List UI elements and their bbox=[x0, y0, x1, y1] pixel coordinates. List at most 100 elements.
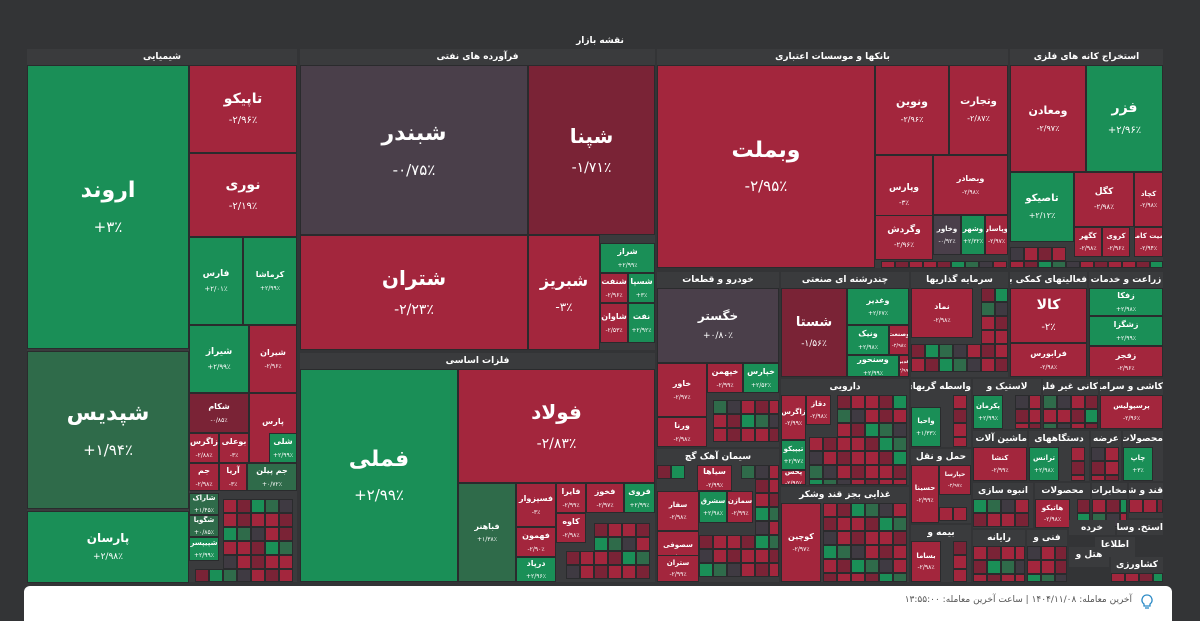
stock-tile[interactable]: تاپیکو -۲/۹۶٪ bbox=[189, 65, 297, 153]
sector-block[interactable]: فعالیتهای کمکی به کالا -۲٪ فرابورس -۲/۹۸٪ bbox=[1010, 272, 1087, 377]
stock-tile[interactable]: وشهر +۲/۳۲٪ bbox=[961, 215, 985, 255]
stock-tile[interactable]: زاگرس -۲/۹۹٪ bbox=[781, 395, 806, 440]
stock-tile[interactable]: ترانس +۲/۹۸٪ bbox=[1029, 447, 1059, 481]
sector-block[interactable]: لاستیک و پکرمان +۲/۹۹٪ bbox=[973, 379, 1041, 429]
sector-block[interactable]: بیمه و بساما -۲/۹۸٪ bbox=[911, 525, 971, 582]
sector-block[interactable]: کاشی و سرامیک پرسپولیس -۲/۹۶٪ bbox=[1100, 379, 1163, 429]
stock-tile[interactable]: واحیا +۱/۳۳٪ bbox=[911, 407, 941, 447]
stock-tile[interactable]: پخش -۲/۹۵٪ bbox=[781, 470, 806, 485]
stock-tile[interactable]: شپدیس +۱/۹۴٪ bbox=[27, 351, 189, 509]
sector-block[interactable]: چندرشته ای صنعتی شستا -۱/۵۶٪ وغدیر +۲/۶۷٪ ونی… bbox=[781, 272, 909, 377]
stock-tile[interactable]: خپارس +۲/۵۲٪ bbox=[743, 363, 779, 393]
stock-tile[interactable]: فسپزوار -۳٪ bbox=[516, 483, 556, 527]
sector-block[interactable]: استخراج کانه های فلزی ومعادن -۲/۹۷٪ فزر +۲/۹… bbox=[1010, 49, 1163, 268]
stock-tile[interactable]: کالا -۲٪ bbox=[1010, 288, 1087, 343]
sector-block[interactable]: ماشین آلات و کنشا -۲/۹۹٪ bbox=[973, 431, 1027, 481]
stock-tile[interactable]: سمازن -۲/۹۹٪ bbox=[727, 491, 753, 523]
sector-block[interactable]: دارویی زاگرس -۲/۹۹٪ دقاز -۲/۹۸٪ تیپیکو +۲/۹۷٪ پ… bbox=[781, 379, 909, 485]
sector-block[interactable]: سرمایه گذاریها نماد -۲/۹۸٪ bbox=[911, 272, 1008, 377]
stock-tile[interactable]: شبندر -۰/۷۵٪ bbox=[300, 65, 528, 235]
stock-tile[interactable]: نماد -۲/۹۸٪ bbox=[911, 288, 973, 338]
stock-tile[interactable]: فروی +۲/۹۹٪ bbox=[624, 483, 655, 513]
stock-tile[interactable]: فارس +۲/۰۱٪ bbox=[189, 237, 243, 325]
stock-tile[interactable]: پرسپولیس -۲/۹۶٪ bbox=[1100, 395, 1163, 429]
sector-block[interactable]: قند و شکر bbox=[1129, 483, 1163, 518]
stock-tile[interactable]: ورنا -۲/۹۸٪ bbox=[657, 417, 707, 447]
stock-tile[interactable]: وتجارت -۲/۸۷٪ bbox=[949, 65, 1008, 155]
stock-tile[interactable]: جم پیلن +۰/۷۲٪ bbox=[247, 463, 297, 491]
stock-tile[interactable]: شیران -۲/۹۶٪ bbox=[249, 325, 297, 393]
sector-block[interactable]: رایانه bbox=[973, 530, 1025, 582]
stock-tile[interactable]: کگهر -۲/۹۸٪ bbox=[1074, 227, 1102, 257]
sector-block[interactable]: محصولات هاتیکو -۲/۹۸٪ bbox=[1035, 483, 1090, 528]
stock-tile[interactable]: وصنعت -۲/۹۸٪ bbox=[889, 325, 909, 355]
sector-block[interactable]: کشاورزی bbox=[1111, 557, 1163, 582]
stock-tile[interactable]: نوری -۲/۱۹٪ bbox=[189, 153, 297, 237]
sector-block[interactable]: هتل و bbox=[1069, 547, 1109, 567]
sector-block[interactable]: فنی و bbox=[1027, 530, 1067, 582]
stock-tile[interactable]: وگردش -۲/۹۶٪ bbox=[875, 215, 933, 260]
stock-tile[interactable]: خپهمن -۲/۹۹٪ bbox=[707, 363, 743, 393]
stock-tile[interactable]: زفکا +۲/۹۸٪ bbox=[1089, 288, 1163, 316]
stock-tile[interactable]: وپاسار -۲/۹۷٪ bbox=[985, 215, 1008, 255]
stock-tile[interactable]: فایرا -۲/۹۹٪ bbox=[556, 483, 586, 513]
sector-block[interactable]: انبوه سازی bbox=[973, 483, 1033, 528]
stock-tile[interactable]: بساما -۲/۹۸٪ bbox=[911, 541, 941, 582]
sector-block[interactable]: سیمان آهک گچ سیاها -۲/۹۹٪ سفار -۲/۹۸٪ سشرق +۲/… bbox=[657, 449, 779, 582]
stock-tile[interactable]: فهمون -۲/۹۰٪ bbox=[516, 527, 556, 557]
stock-tile[interactable]: نفت +۲/۹۲٪ bbox=[628, 303, 655, 343]
sector-block[interactable]: خودرو و قطعات خگستر +۰/۸۰٪ خاور -۲/۹۷٪ خپهمن -… bbox=[657, 272, 779, 447]
stock-tile[interactable]: فزر +۲/۹۶٪ bbox=[1086, 65, 1163, 172]
stock-tile[interactable]: کچاد -۲/۹۸٪ bbox=[1134, 172, 1163, 227]
stock-tile[interactable]: شسپا +۳٪ bbox=[628, 273, 655, 303]
sector-block[interactable]: حمل و نقل حسینا -۲/۹۹٪ حپارسا -۲/۹۷٪ bbox=[911, 449, 971, 523]
stock-tile[interactable]: فباهنر +۱/۳۸٪ bbox=[458, 483, 516, 582]
stock-tile[interactable]: فملی +۲/۹۹٪ bbox=[300, 369, 458, 582]
stock-tile[interactable]: فخوز -۲/۹۷٪ bbox=[586, 483, 624, 513]
stock-tile[interactable]: شراز +۲/۹۹٪ bbox=[600, 243, 655, 273]
stock-tile[interactable]: فولاد -۲/۸۳٪ bbox=[458, 369, 655, 483]
stock-tile[interactable]: وغدیر +۲/۶۷٪ bbox=[847, 288, 909, 325]
stock-tile[interactable]: وخاور -۰/۹۲٪ bbox=[933, 215, 961, 255]
stock-tile[interactable]: شکام -۰/۸۵٪ bbox=[189, 393, 249, 433]
sector-block[interactable]: کانی غیر فلزی bbox=[1043, 379, 1098, 429]
stock-tile[interactable]: تیپیکو +۲/۹۷٪ bbox=[781, 440, 806, 470]
sector-block[interactable]: فلزات اساسی فملی +۲/۹۹٪ فولاد -۲/۸۳٪ فباهنر +۱… bbox=[300, 353, 655, 582]
stock-tile[interactable]: پکرمان +۲/۹۹٪ bbox=[973, 395, 1003, 429]
stock-tile[interactable]: حپارسا -۲/۹۷٪ bbox=[939, 465, 971, 495]
stock-tile[interactable]: کروی -۲/۹۶٪ bbox=[1102, 227, 1130, 257]
sector-block[interactable]: فرآورده های نفتی شبندر -۰/۷۵٪ شپنا -۱/۷۱٪ شتر… bbox=[300, 49, 655, 350]
sector-block[interactable]: بانکها و موسسات اعتباری وبملت -۲/۹۵٪ ونوین -… bbox=[657, 49, 1008, 268]
sector-block[interactable]: غذایی بجز قند وشکر کوچین -۲/۹۷٪ bbox=[781, 487, 909, 582]
stock-tile[interactable]: هاتیکو -۲/۹۸٪ bbox=[1035, 499, 1070, 528]
stock-tile[interactable]: ومعادن -۲/۹۷٪ bbox=[1010, 65, 1086, 172]
sector-block[interactable]: خرده bbox=[1069, 520, 1115, 535]
sector-block[interactable]: واسطه گریهای واحیا +۱/۳۳٪ bbox=[911, 379, 971, 447]
stock-tile[interactable]: کاوه -۲/۹۸٪ bbox=[556, 513, 586, 543]
stock-tile[interactable]: شستا -۱/۵۶٪ bbox=[781, 288, 847, 377]
stock-tile[interactable]: درپاد +۲/۹۶٪ bbox=[516, 557, 556, 582]
stock-tile[interactable]: شبریز -۳٪ bbox=[528, 235, 600, 350]
stock-tile[interactable]: کگل -۲/۹۸٪ bbox=[1074, 172, 1134, 227]
stock-tile[interactable]: ونوین -۲/۹۶٪ bbox=[875, 65, 949, 155]
stock-tile[interactable]: میت کاما -۲/۹۴٪ bbox=[1134, 227, 1163, 257]
stock-tile[interactable]: زشگزا +۲/۹۹٪ bbox=[1089, 316, 1163, 346]
stock-tile[interactable]: شاوان -۲/۵۳٪ bbox=[600, 303, 628, 343]
stock-tile[interactable]: ستران -۲/۹۹٪ bbox=[657, 555, 699, 582]
stock-tile[interactable]: شگویا +۰/۸۵٪ bbox=[189, 515, 219, 537]
stock-tile[interactable]: ونیک +۲/۹۸٪ bbox=[847, 325, 889, 355]
stock-tile[interactable]: چاپ +۳٪ bbox=[1123, 447, 1153, 481]
stock-tile[interactable]: پارسان +۲/۹۸٪ bbox=[27, 511, 189, 583]
stock-tile[interactable]: زاگرس -۲/۸۸٪ bbox=[189, 433, 219, 463]
stock-tile[interactable]: خگستر +۰/۸۰٪ bbox=[657, 288, 779, 363]
stock-tile[interactable]: آریا -۳٪ bbox=[219, 463, 247, 491]
stock-tile[interactable]: فرابورس -۲/۹۸٪ bbox=[1010, 343, 1087, 377]
stock-tile[interactable]: دقاز -۲/۹۸٪ bbox=[806, 395, 831, 425]
stock-tile[interactable]: قدیر -۲/۹۹٪ bbox=[899, 355, 909, 377]
stock-tile[interactable]: شیراز +۲/۹۹٪ bbox=[189, 325, 249, 393]
stock-tile[interactable]: وبصادر -۲/۹۸٪ bbox=[933, 155, 1008, 215]
stock-tile[interactable]: تاصیکو +۲/۱۲٪ bbox=[1010, 172, 1074, 242]
stock-tile[interactable]: حسینا -۲/۹۹٪ bbox=[911, 465, 939, 523]
stock-tile[interactable]: شنفت -۲/۹۶٪ bbox=[600, 273, 628, 303]
stock-tile[interactable]: خاور -۲/۹۷٪ bbox=[657, 363, 707, 417]
